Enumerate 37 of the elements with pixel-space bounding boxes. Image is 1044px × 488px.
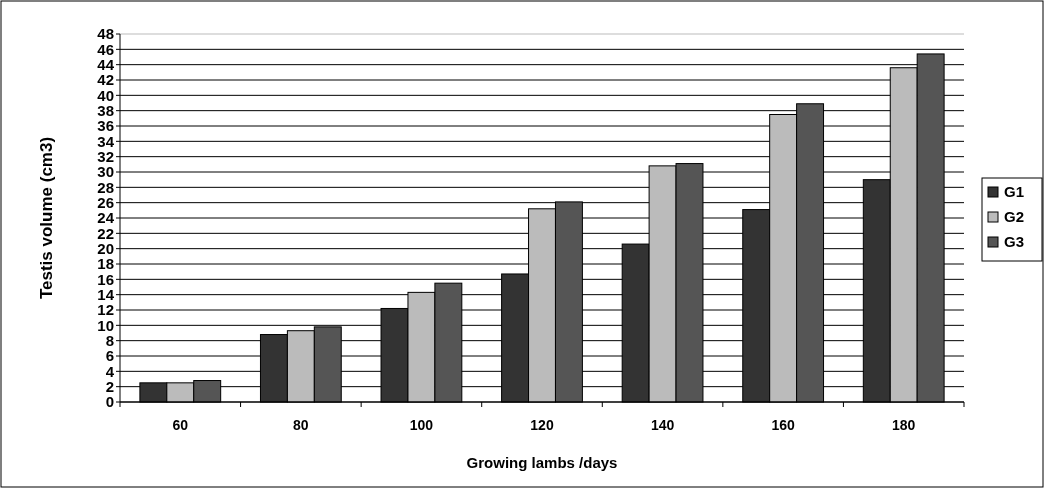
y-tick-label: 2 (105, 377, 114, 395)
y-tick-label: 40 (97, 86, 114, 104)
x-tick-label: 140 (650, 417, 675, 433)
x-tick-label: 80 (293, 417, 309, 433)
legend-label: G1 (1004, 183, 1025, 201)
legend-label: G3 (1004, 233, 1025, 251)
y-tick-label: 8 (105, 331, 114, 349)
x-tick-label: 120 (530, 417, 554, 433)
legend-label: G2 (1004, 208, 1025, 226)
y-tick-label: 34 (97, 132, 115, 150)
y-tick-label: 42 (97, 71, 114, 89)
y-tick-label: 12 (97, 301, 114, 319)
y-tick-label: 32 (97, 147, 114, 165)
y-tick-label: 26 (97, 193, 114, 211)
y-tick-label: 4 (105, 362, 115, 380)
y-tick-label: 24 (97, 209, 115, 227)
x-tick-label: 100 (409, 417, 434, 433)
x-tick-label: 160 (771, 417, 796, 433)
y-tick-label: 38 (97, 101, 114, 119)
x-tick-label: 180 (892, 417, 916, 433)
y-tick-label: 46 (97, 40, 114, 58)
y-tick-label: 10 (97, 316, 114, 334)
y-tick-label: 36 (97, 117, 114, 135)
y-tick-label: 20 (97, 239, 114, 257)
y-tick-label: 48 (97, 25, 114, 43)
y-axis-title: Testis volume (cm3) (37, 136, 56, 300)
y-tick-label: 14 (97, 285, 115, 303)
y-tick-label: 30 (97, 163, 114, 181)
y-tick-label: 18 (97, 255, 114, 273)
y-tick-label: 16 (97, 270, 114, 288)
y-tick-label: 6 (105, 347, 114, 365)
x-axis-title: Growing lambs /days (466, 454, 618, 471)
x-tick-label: 60 (172, 417, 189, 433)
y-tick-label: 0 (105, 393, 114, 411)
y-tick-label: 22 (97, 224, 114, 242)
y-tick-label: 28 (97, 178, 114, 196)
y-tick-label: 44 (97, 55, 115, 73)
